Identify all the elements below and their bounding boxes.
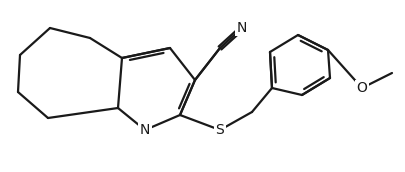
Text: O: O — [356, 81, 367, 95]
Text: N: N — [139, 123, 150, 137]
Text: N: N — [236, 21, 247, 35]
Text: S: S — [215, 123, 224, 137]
